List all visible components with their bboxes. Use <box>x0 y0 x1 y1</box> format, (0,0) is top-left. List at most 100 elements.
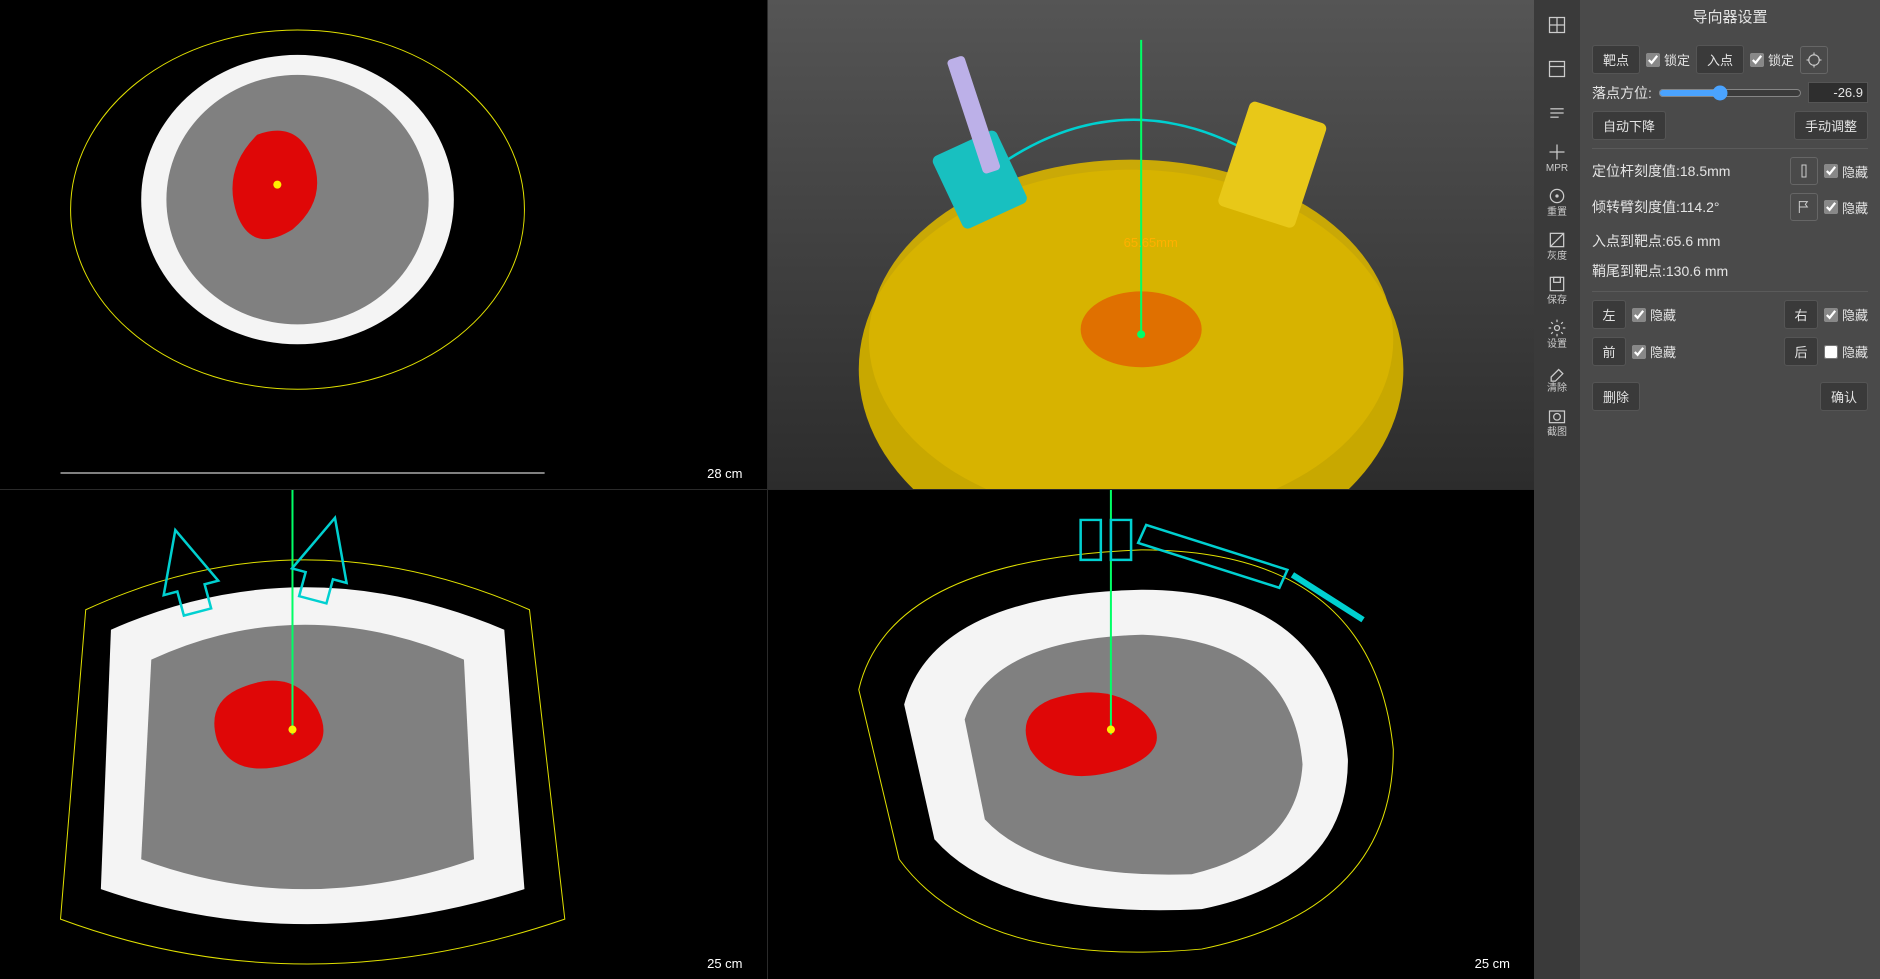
right-hide-label: 隐藏 <box>1842 305 1868 324</box>
right-hide-checkbox[interactable]: 隐藏 <box>1824 305 1868 324</box>
arm-icon-button[interactable] <box>1790 193 1818 221</box>
sagittal-scale-label: 25 cm <box>1475 956 1510 971</box>
tool-reset-label: 重置 <box>1547 208 1567 218</box>
viewport-sagittal[interactable]: 25 cm <box>768 490 1535 979</box>
panel-title: 导向器设置 <box>1592 0 1868 37</box>
axial-scale-label: 28 cm <box>707 466 742 481</box>
row-arm: 倾转臂刻度值:114.2° 隐藏 <box>1592 193 1868 221</box>
delete-button[interactable]: 删除 <box>1592 382 1640 411</box>
reset-icon <box>1547 186 1567 206</box>
row-actions: 删除 确认 <box>1592 382 1868 411</box>
divider-1 <box>1592 148 1868 149</box>
sagittal-svg <box>768 490 1535 979</box>
front-hide-input[interactable] <box>1632 345 1646 359</box>
tool-gray-label: 灰度 <box>1547 252 1567 262</box>
arm-hide-label: 隐藏 <box>1842 198 1868 217</box>
tool-grid-button[interactable] <box>1537 6 1577 46</box>
crosshair-button[interactable] <box>1800 46 1828 74</box>
azimuth-slider[interactable] <box>1658 85 1802 101</box>
dir-left-button[interactable]: 左 <box>1592 300 1626 329</box>
tail-to-target-label: 鞘尾到靶点:130.6 mm <box>1592 261 1868 281</box>
positioning-rod-label: 定位杆刻度值:18.5mm <box>1592 161 1730 181</box>
entry-lock-label: 锁定 <box>1768 50 1794 69</box>
tool-clear-label: 清除 <box>1547 384 1567 394</box>
confirm-button[interactable]: 确认 <box>1820 382 1868 411</box>
entry-lock-input[interactable] <box>1750 53 1764 67</box>
row-lock: 靶点 锁定 入点 锁定 <box>1592 45 1868 74</box>
left-hide-input[interactable] <box>1632 308 1646 322</box>
tool-settings-label: 设置 <box>1547 340 1567 350</box>
grid-icon <box>1547 15 1567 35</box>
row-azimuth: 落点方位: <box>1592 82 1868 103</box>
entry-button[interactable]: 入点 <box>1696 45 1744 74</box>
entry-lock-checkbox[interactable]: 锁定 <box>1750 50 1794 69</box>
arm-hide-input[interactable] <box>1824 200 1838 214</box>
tool-reset-button[interactable]: 重置 <box>1537 182 1577 222</box>
dir-right-button[interactable]: 右 <box>1784 300 1818 329</box>
target-button[interactable]: 靶点 <box>1592 45 1640 74</box>
tool-layout-button[interactable] <box>1537 50 1577 90</box>
back-hide-checkbox[interactable]: 隐藏 <box>1824 342 1868 361</box>
auto-descend-button[interactable]: 自动下降 <box>1592 111 1666 140</box>
azimuth-value-field[interactable] <box>1808 82 1868 103</box>
save-icon <box>1547 274 1567 294</box>
viewport-3d[interactable]: 65.65mm <box>768 0 1535 489</box>
front-hide-label: 隐藏 <box>1650 342 1676 361</box>
tool-gray-button[interactable]: 灰度 <box>1537 226 1577 266</box>
row-descend: 自动下降 手动调整 <box>1592 111 1868 140</box>
front-hide-checkbox[interactable]: 隐藏 <box>1632 342 1676 361</box>
tool-save-button[interactable]: 保存 <box>1537 270 1577 310</box>
row-lr: 左 隐藏 右 隐藏 <box>1592 300 1868 329</box>
tool-capture-button[interactable]: 截图 <box>1537 402 1577 442</box>
left-hide-checkbox[interactable]: 隐藏 <box>1632 305 1676 324</box>
settings-icon <box>1547 318 1567 338</box>
dir-back-button[interactable]: 后 <box>1784 337 1818 366</box>
row-fb: 前 隐藏 后 隐藏 <box>1592 337 1868 366</box>
tool-capture-label: 截图 <box>1547 428 1567 438</box>
entry-to-target-label: 入点到靶点:65.6 mm <box>1592 231 1868 251</box>
divider-2 <box>1592 291 1868 292</box>
rod-icon-button[interactable] <box>1790 157 1818 185</box>
sagittal-target-icon <box>1106 726 1114 734</box>
tool-mpr-button[interactable]: MPR <box>1537 138 1577 178</box>
arm-hide-checkbox[interactable]: 隐藏 <box>1824 198 1868 217</box>
tool-save-label: 保存 <box>1547 296 1567 306</box>
target-lock-input[interactable] <box>1646 53 1660 67</box>
coronal-target-icon <box>288 726 296 734</box>
viewport-coronal[interactable]: 25 cm <box>0 490 767 979</box>
target-lock-checkbox[interactable]: 锁定 <box>1646 50 1690 69</box>
mpr-icon <box>1547 142 1567 162</box>
rod-hide-checkbox[interactable]: 隐藏 <box>1824 162 1868 181</box>
rod-icon <box>1796 163 1812 179</box>
layout-icon <box>1547 59 1567 79</box>
gray-icon <box>1547 230 1567 250</box>
tool-align-button[interactable] <box>1537 94 1577 134</box>
coronal-brain-icon <box>141 625 474 889</box>
flag-icon <box>1796 199 1812 215</box>
rod-hide-label: 隐藏 <box>1842 162 1868 181</box>
back-hide-input[interactable] <box>1824 345 1838 359</box>
manual-adjust-button[interactable]: 手动调整 <box>1794 111 1868 140</box>
left-hide-label: 隐藏 <box>1650 305 1676 324</box>
app-root: 28 cm 65.65mm <box>0 0 1880 979</box>
row-rod: 定位杆刻度值:18.5mm 隐藏 <box>1592 157 1868 185</box>
tool-clear-button[interactable]: 清除 <box>1537 358 1577 398</box>
azimuth-label: 落点方位: <box>1592 83 1652 103</box>
tilt-arm-label: 倾转臂刻度值:114.2° <box>1592 197 1719 217</box>
back-hide-label: 隐藏 <box>1842 342 1868 361</box>
dir-front-button[interactable]: 前 <box>1592 337 1626 366</box>
target-point-icon <box>273 181 281 189</box>
probe-tip-icon <box>1137 330 1145 338</box>
rod-hide-input[interactable] <box>1824 164 1838 178</box>
tool-column: MPR 重置 灰度 保存 设置 清除 截图 <box>1534 0 1580 979</box>
coronal-svg <box>0 490 767 979</box>
viewport-grid: 28 cm 65.65mm <box>0 0 1534 979</box>
viewport-axial[interactable]: 28 cm <box>0 0 767 489</box>
crosshair-icon <box>1805 51 1823 69</box>
tool-mpr-label: MPR <box>1546 164 1568 174</box>
tool-settings-button[interactable]: 设置 <box>1537 314 1577 354</box>
right-hide-input[interactable] <box>1824 308 1838 322</box>
guide-settings-panel: 导向器设置 靶点 锁定 入点 锁定 落点方位: 自动下降 手动调整 <box>1580 0 1880 979</box>
3d-distance-label: 65.65mm <box>1124 235 1178 250</box>
align-icon <box>1547 103 1567 123</box>
